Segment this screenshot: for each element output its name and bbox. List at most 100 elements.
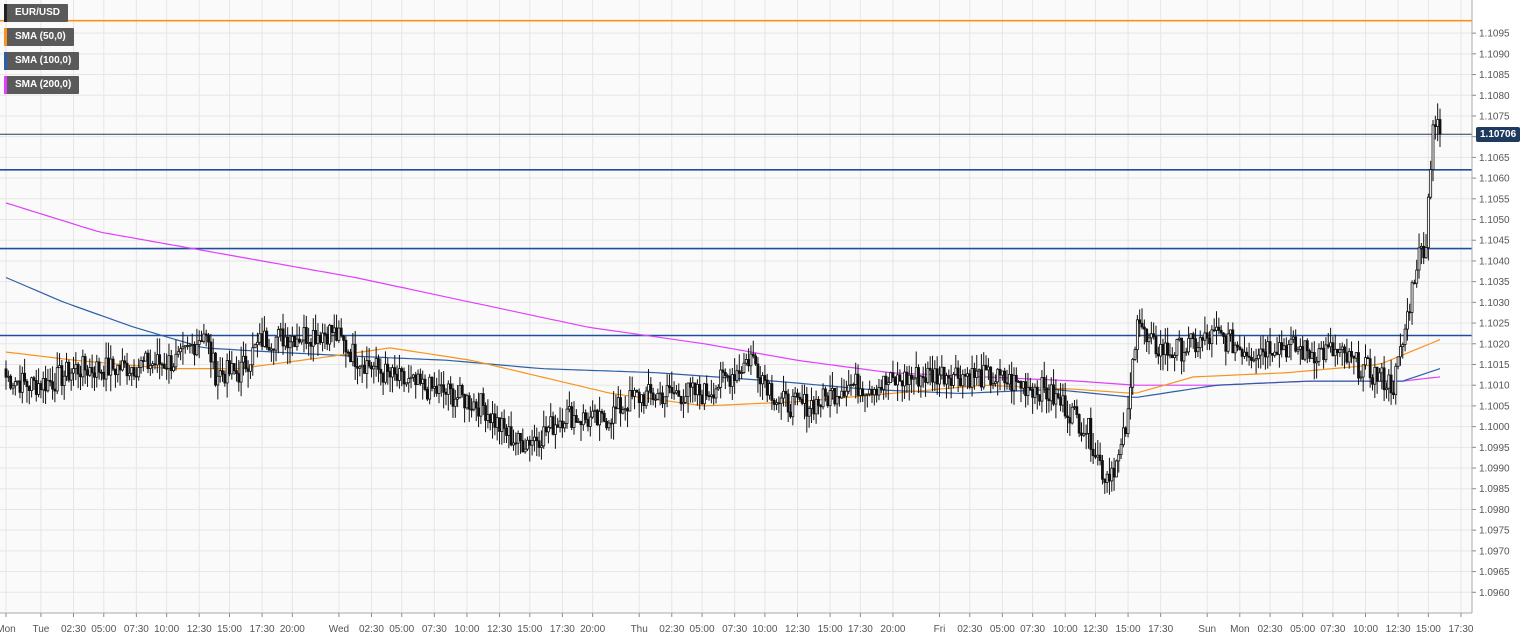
legend-item-sma200[interactable]: SMA (200,0) [4,76,80,94]
candle-body-bear [1392,392,1395,396]
candle [304,315,308,350]
candle-body-bear [726,375,730,378]
candlesticks [4,103,1442,495]
x-tick-label: Thu [631,624,648,635]
candle [621,406,625,415]
candle [484,402,487,433]
candle-body-bear [1035,386,1039,396]
legend-swatch [4,76,7,94]
y-tick-label: 1.1000 [1479,422,1510,433]
candle-body-bull [977,369,981,372]
y-tick-label: 1.0960 [1479,588,1510,599]
candle-body-bear [600,410,604,414]
candle [833,387,837,407]
candle-body-bull [682,401,685,405]
candle-body-bull [1040,377,1044,402]
candle-body-bull [835,396,839,405]
y-tick-label: 1.0975 [1479,526,1510,537]
candle [1389,359,1393,405]
candle [339,318,343,338]
candle-body-bull [1184,351,1188,354]
candle-body-bull [218,370,222,377]
candle-body-bull [1378,372,1381,382]
candle [125,352,129,385]
candle-body-bear [484,405,487,421]
candle [372,361,376,384]
candle [821,383,825,410]
candle-body-bear [1205,332,1209,339]
candle [1396,356,1400,370]
candle [1394,363,1398,405]
candle-body-bear [514,442,518,445]
candle-body-bear [53,388,57,392]
candle [32,375,36,391]
candle [1042,361,1046,393]
candle [1233,341,1237,362]
candle-body-bull [1229,329,1232,335]
candle [644,386,648,409]
candle-body-bull [1082,433,1086,436]
candle-body-bull [120,360,124,371]
y-tick-label: 1.0980 [1479,505,1510,516]
candle-body-bull [1007,373,1011,385]
y-tick-label: 1.1010 [1479,381,1510,392]
candle-body-bear [1154,336,1158,355]
candle-body-bear [1094,455,1097,458]
candle-body-bull [1073,406,1076,409]
candle-body-bull [1303,340,1307,360]
candle [1003,367,1007,391]
candle-body-bull [276,329,280,338]
candle-body-bull [919,375,923,387]
candle [1359,370,1363,381]
candle [889,371,893,384]
candle-body-bull [1061,395,1065,406]
candle-body-bull [391,367,394,378]
candle-body-bull [877,386,881,396]
candle-body-bear [451,388,455,407]
candle-body-bull [1070,406,1074,424]
candle [947,369,951,390]
candle [975,354,979,386]
candle-body-bear [898,374,902,382]
legend-item-sma100[interactable]: SMA (100,0) [4,52,80,70]
candle-body-bear [1238,346,1242,350]
candle-body-bull [360,364,364,368]
candle [1166,327,1170,372]
candle-body-bear [661,392,664,405]
candle [1222,332,1225,344]
candle-body-bull [1254,358,1258,361]
candle-body-bear [833,387,837,405]
candle [719,361,723,399]
candle-body-bear [1045,387,1048,400]
candle-body-bull [1387,374,1391,389]
candle-body-bull [269,348,273,351]
candle [1410,280,1414,325]
candle [437,369,441,404]
candle-body-bear [51,381,54,390]
legend-item-eurusd[interactable]: EUR/USD [4,4,69,22]
candle-body-bull [216,375,220,386]
y-tick-label: 1.0965 [1479,567,1510,578]
candle [1315,356,1319,379]
candle-body-bull [640,394,643,404]
x-tick-label: Sun [1198,624,1216,635]
candle-body-bull [714,388,718,399]
candle [723,368,727,390]
candle-body-bull [1329,342,1332,348]
x-tick-label: 10:00 [454,624,479,635]
candle-body-bull [1315,360,1319,364]
candle-body-bear [861,388,865,396]
legend-label: SMA (100,0) [15,55,72,66]
candle-body-bear [1352,356,1356,359]
candle-body-bear [756,363,760,379]
candle-body-bull [691,382,695,388]
x-tick-label: 20:00 [880,624,905,635]
candle-body-bull [1317,348,1321,362]
candle-body-bull [1282,345,1286,351]
legend-item-sma50[interactable]: SMA (50,0) [4,28,74,46]
candle-body-bear [649,384,653,394]
candle [127,365,131,381]
candle-body-bear [86,369,89,376]
candle-body-bear [125,362,129,377]
candle-body-bull [986,366,990,371]
